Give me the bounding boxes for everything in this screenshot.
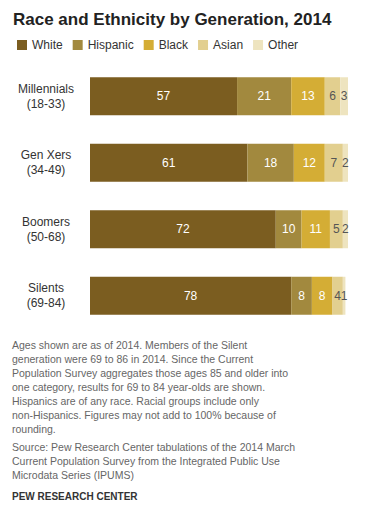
svg-text:Hispanic: Hispanic (88, 38, 134, 52)
svg-text:5: 5 (333, 222, 340, 236)
svg-text:7: 7 (330, 156, 337, 170)
svg-text:8: 8 (298, 289, 305, 303)
svg-text:11: 11 (310, 222, 323, 236)
svg-text:61: 61 (162, 156, 176, 170)
svg-text:4: 4 (334, 288, 341, 303)
svg-text:(50-68): (50-68) (27, 230, 66, 244)
svg-text:PEW RESEARCH CENTER: PEW RESEARCH CENTER (12, 491, 138, 502)
svg-text:(34-49): (34-49) (27, 163, 66, 177)
svg-text:(69-84): (69-84) (27, 296, 66, 310)
svg-text:Hispanics are of any race. Rac: Hispanics are of any race. Racial groups… (12, 395, 262, 407)
svg-text:3: 3 (341, 89, 348, 103)
svg-text:generation were 69 to 86 in 20: generation were 69 to 86 in 2014. Since … (12, 353, 256, 365)
svg-text:Gen Xers: Gen Xers (21, 148, 72, 162)
svg-text:78: 78 (184, 289, 198, 303)
svg-text:Ages shown are as of 2014. Mem: Ages shown are as of 2014. Members of th… (12, 339, 250, 351)
svg-text:18: 18 (264, 156, 278, 170)
svg-text:Silents: Silents (28, 281, 64, 295)
svg-text:Millennials: Millennials (18, 82, 74, 96)
svg-text:non-Hispanics. Figures may not: non-Hispanics. Figures may not add to 10… (12, 409, 279, 421)
svg-text:Asian: Asian (213, 38, 243, 52)
svg-text:White: White (32, 38, 63, 52)
svg-text:Black: Black (159, 38, 189, 52)
svg-text:8: 8 (319, 289, 326, 303)
svg-text:one category, results for 69 t: one category, results for 69 to 84 year-… (12, 381, 268, 393)
svg-text:12: 12 (303, 156, 317, 170)
svg-text:Boomers: Boomers (22, 215, 70, 229)
svg-text:Race and Ethnicity by Generati: Race and Ethnicity by Generation, 2014 (13, 10, 332, 29)
svg-text:21: 21 (257, 89, 271, 103)
svg-text:2: 2 (342, 156, 349, 170)
svg-text:Other: Other (268, 38, 298, 52)
svg-text:57: 57 (157, 89, 171, 103)
svg-text:rounding.: rounding. (12, 423, 56, 435)
svg-text:72: 72 (176, 222, 190, 236)
svg-text:2: 2 (342, 222, 349, 236)
svg-text:Microdata Series (IPUMS): Microdata Series (IPUMS) (12, 469, 134, 481)
svg-text:Source: Pew Research Center ta: Source: Pew Research Center tabulations … (12, 441, 298, 453)
svg-text:13: 13 (301, 89, 315, 103)
svg-text:Population Survey aggregates t: Population Survey aggregates those ages … (12, 367, 291, 379)
svg-text:10: 10 (282, 222, 296, 236)
svg-text:6: 6 (329, 89, 336, 103)
svg-text:Current Population Survey from: Current Population Survey from the Integ… (12, 455, 283, 467)
svg-text:1: 1 (341, 289, 348, 303)
svg-text:(18-33): (18-33) (27, 97, 66, 111)
